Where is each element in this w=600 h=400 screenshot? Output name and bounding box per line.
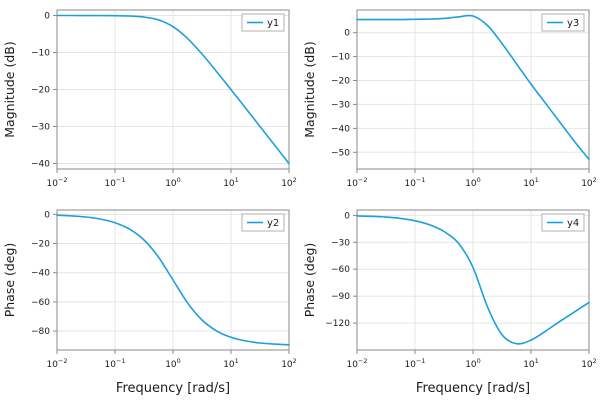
svg-text:102: 102 xyxy=(581,176,597,189)
svg-text:100: 100 xyxy=(465,176,481,189)
magnitude-chart-y1: 10−2 10−1 100 101 102 0 −10 −20 −30 −40 y1 Magnitud… xyxy=(2,9,297,189)
svg-text:102: 102 xyxy=(581,357,597,370)
svg-text:0: 0 xyxy=(44,210,50,220)
x-axis-label: Frequency [rad/s] xyxy=(416,381,530,396)
svg-text:−30: −30 xyxy=(31,123,50,133)
phase-chart-y4: 10−2 10−1 100 101 102 0 −30 −60 −90 −120 y4 Phase (… xyxy=(302,209,597,396)
grid-lines xyxy=(356,210,590,350)
subplot-magnitude-y3: 10−2 10−1 100 101 102 0 −10 −20 −30 −40 −50 y3 Magni… xyxy=(300,0,600,200)
svg-text:−80: −80 xyxy=(31,327,50,337)
svg-text:102: 102 xyxy=(281,176,297,189)
series-line xyxy=(356,14,590,161)
x-axis-ticks: 10−2 10−1 100 101 102 xyxy=(46,350,297,370)
y-axis-label: Phase (deg) xyxy=(302,243,317,318)
y-axis-ticks: 0 −20 −40 −60 −80 xyxy=(31,210,57,337)
x-axis-ticks: 10−2 10−1 100 101 102 xyxy=(46,169,297,189)
svg-text:−20: −20 xyxy=(31,240,50,250)
svg-text:0: 0 xyxy=(344,211,350,221)
y-axis-label: Phase (deg) xyxy=(2,243,17,318)
legend: y1 xyxy=(241,13,285,32)
svg-text:−10: −10 xyxy=(31,49,50,59)
svg-text:10−1: 10−1 xyxy=(104,176,125,189)
svg-text:10−2: 10−2 xyxy=(346,357,367,370)
series-line xyxy=(56,214,290,346)
legend-label: y2 xyxy=(267,218,279,229)
legend: y3 xyxy=(541,13,585,32)
svg-text:0: 0 xyxy=(344,29,350,39)
y-axis-ticks: 0 −10 −20 −30 −40 −50 xyxy=(331,29,357,158)
svg-text:10−1: 10−1 xyxy=(104,357,125,370)
svg-text:−40: −40 xyxy=(31,160,50,170)
svg-text:−120: −120 xyxy=(325,319,350,329)
svg-text:−30: −30 xyxy=(331,100,350,110)
svg-text:10−2: 10−2 xyxy=(46,357,67,370)
x-axis-ticks: 10−2 10−1 100 101 102 xyxy=(346,169,597,189)
grid-lines xyxy=(56,10,290,169)
grid-lines xyxy=(356,10,590,169)
svg-text:−60: −60 xyxy=(31,298,50,308)
series-line xyxy=(356,215,590,345)
svg-text:10−2: 10−2 xyxy=(46,176,67,189)
svg-text:−20: −20 xyxy=(31,86,50,96)
svg-text:101: 101 xyxy=(223,357,239,370)
svg-text:101: 101 xyxy=(523,357,539,370)
x-axis-ticks: 10−2 10−1 100 101 102 xyxy=(346,350,597,370)
phase-chart-y2: 10−2 10−1 100 101 102 0 −20 −40 −60 −80 y2 Phase (d… xyxy=(2,209,297,396)
svg-text:100: 100 xyxy=(165,176,181,189)
svg-text:101: 101 xyxy=(223,176,239,189)
y-axis-label: Magnitude (dB) xyxy=(2,41,17,137)
svg-text:−60: −60 xyxy=(331,265,350,275)
subplot-phase-y2: 10−2 10−1 100 101 102 0 −20 −40 −60 −80 y2 Phase (d… xyxy=(0,200,300,400)
magnitude-chart-y3: 10−2 10−1 100 101 102 0 −10 −20 −30 −40 −50 y3 Magni… xyxy=(302,9,597,189)
svg-text:100: 100 xyxy=(465,357,481,370)
y-axis-ticks: 0 −10 −20 −30 −40 xyxy=(31,12,57,170)
svg-text:−40: −40 xyxy=(331,124,350,134)
svg-text:−10: −10 xyxy=(331,53,350,63)
svg-text:10−1: 10−1 xyxy=(404,176,425,189)
svg-text:10−1: 10−1 xyxy=(404,357,425,370)
legend-label: y4 xyxy=(567,218,579,229)
x-axis-label: Frequency [rad/s] xyxy=(116,381,230,396)
legend: y4 xyxy=(541,213,585,232)
svg-text:102: 102 xyxy=(281,357,297,370)
svg-text:−30: −30 xyxy=(331,238,350,248)
svg-text:−40: −40 xyxy=(31,269,50,279)
svg-text:10−2: 10−2 xyxy=(346,176,367,189)
legend-label: y1 xyxy=(267,18,279,29)
legend-label: y3 xyxy=(567,18,579,29)
y-axis-label: Magnitude (dB) xyxy=(302,41,317,137)
series-line xyxy=(56,14,290,165)
svg-text:−90: −90 xyxy=(331,292,350,302)
y-axis-ticks: 0 −30 −60 −90 −120 xyxy=(325,211,357,329)
svg-text:0: 0 xyxy=(44,12,50,22)
svg-text:100: 100 xyxy=(165,357,181,370)
svg-text:−20: −20 xyxy=(331,77,350,87)
svg-text:101: 101 xyxy=(523,176,539,189)
legend: y2 xyxy=(241,213,285,232)
svg-text:−50: −50 xyxy=(331,148,350,158)
subplot-phase-y4: 10−2 10−1 100 101 102 0 −30 −60 −90 −120 y4 Phase (… xyxy=(300,200,600,400)
subplot-magnitude-y1: 10−2 10−1 100 101 102 0 −10 −20 −30 −40 y1 Magnitud… xyxy=(0,0,300,200)
